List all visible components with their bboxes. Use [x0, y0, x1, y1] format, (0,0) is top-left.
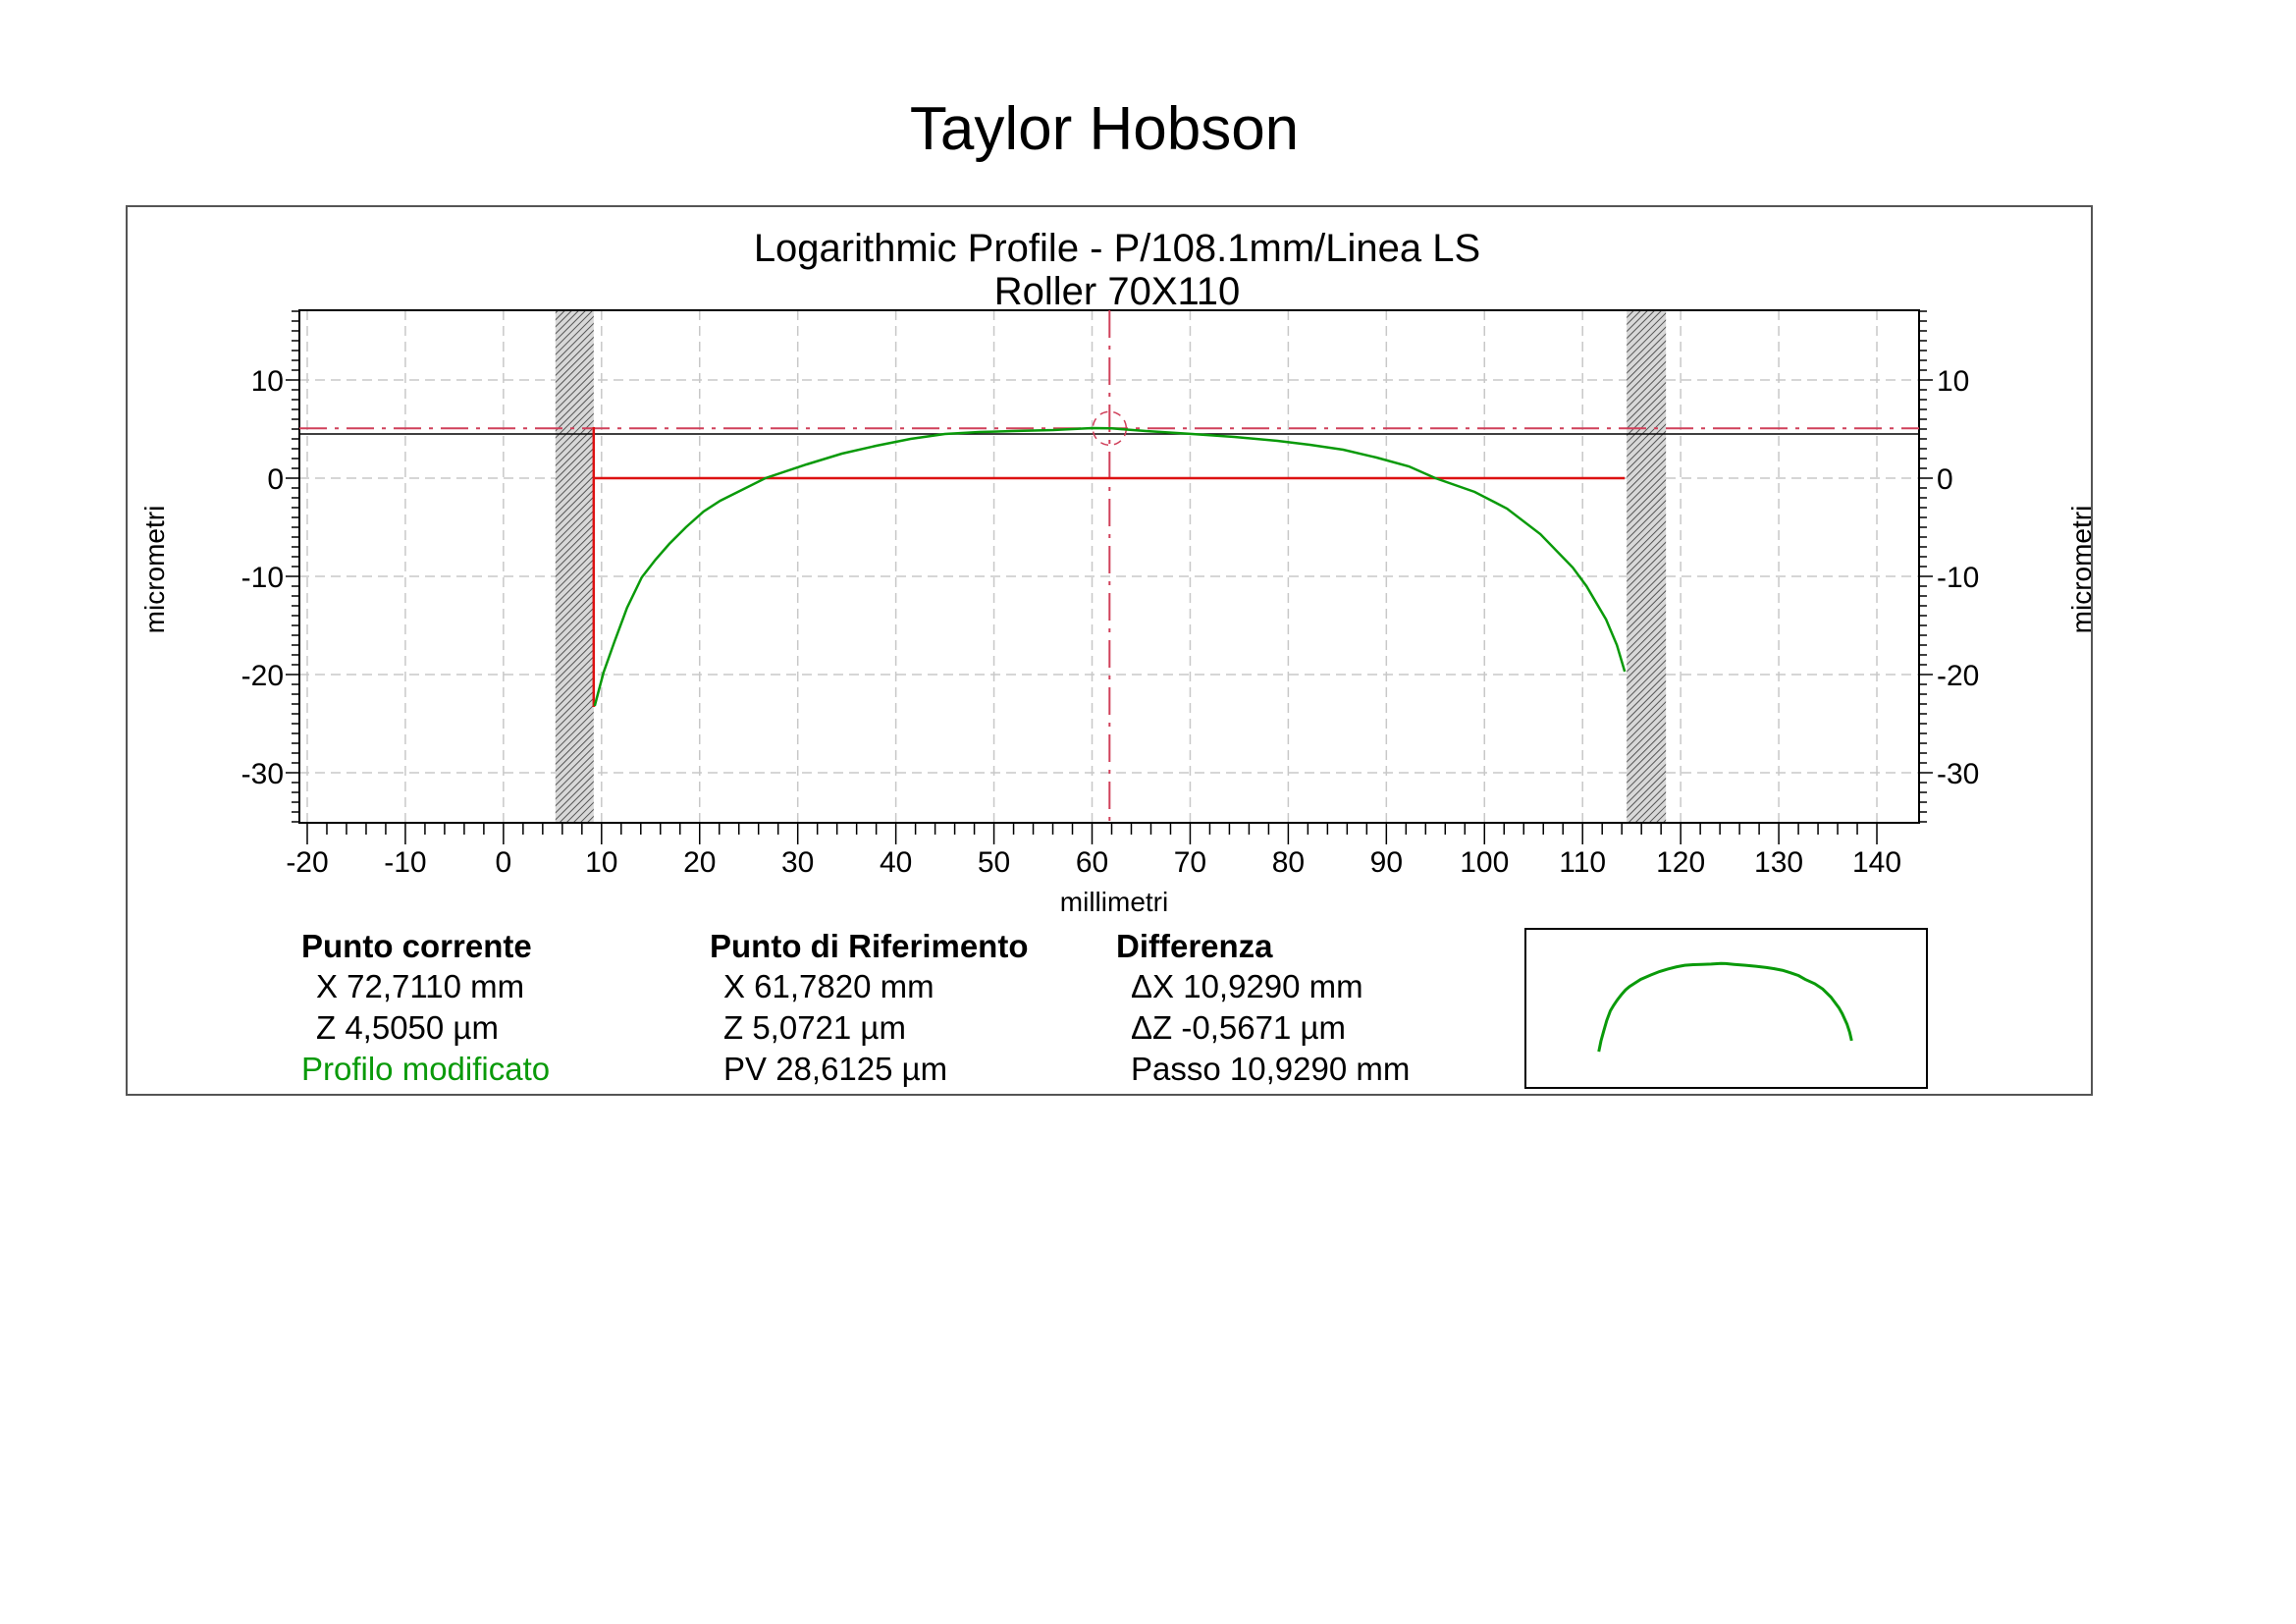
y-tick-label-left: -20 — [241, 660, 284, 692]
x-tick-label: -20 — [286, 846, 328, 879]
y-tick-label-left: -30 — [241, 758, 284, 790]
plot-area: -20 -10 0 10 20 30 40 50 60 70 80 90 100 110 120 130 140… — [241, 309, 1979, 879]
y-tick-label-right: 10 — [1937, 365, 1969, 398]
difference-heading: Differenza — [1116, 928, 1273, 964]
x-tick-label: 100 — [1460, 846, 1509, 879]
y-tick-label-left: 0 — [267, 463, 284, 496]
x-tick-label: 60 — [1076, 846, 1108, 879]
x-tick-label: 10 — [585, 846, 617, 879]
chart-title: Logarithmic Profile - P/108.1mm/Linea LS — [754, 227, 1480, 270]
x-axis-label: millimetri — [1060, 887, 1168, 917]
reference-pv: PV 28,6125 µm — [723, 1051, 947, 1087]
y-tick-label-right: -20 — [1937, 660, 1979, 692]
x-tick-label: 80 — [1272, 846, 1305, 879]
x-tick-label: 90 — [1370, 846, 1403, 879]
x-tick-label: 110 — [1559, 846, 1606, 879]
current-z: Z 4,5050 µm — [316, 1009, 499, 1046]
y-tick-label-right: 0 — [1937, 463, 1953, 496]
x-tick-label: 50 — [978, 846, 1010, 879]
chart-frame — [126, 205, 2093, 1096]
x-tick-label: 140 — [1852, 846, 1901, 879]
difference-panel: Differenza ΔX 10,9290 mm ΔZ -0,5671 µm P… — [1116, 928, 1410, 1087]
y-tick-label-right: -30 — [1937, 758, 1979, 790]
overview-profile-line — [1597, 961, 1853, 1053]
difference-step: Passo 10,9290 mm — [1131, 1051, 1410, 1087]
y-axis-label-left: micrometri — [139, 506, 170, 634]
difference-dz: ΔZ -0,5671 µm — [1131, 1009, 1346, 1046]
profile-mode[interactable]: Profilo modificato — [301, 1051, 550, 1087]
x-tick-label: 40 — [880, 846, 912, 879]
y-tick-label-left: -10 — [241, 562, 284, 594]
excluded-zone-hatch — [1627, 310, 1667, 823]
x-tick-label: 130 — [1754, 846, 1803, 879]
y-axis-label-right: micrometri — [2066, 506, 2097, 634]
current-heading: Punto corrente — [301, 928, 532, 964]
reference-point-panel: Punto di Riferimento X 61,7820 mm Z 5,07… — [710, 928, 1029, 1087]
y-tick-label-left: 10 — [251, 365, 284, 398]
difference-dx: ΔX 10,9290 mm — [1131, 968, 1363, 1004]
x-tick-label: 70 — [1174, 846, 1206, 879]
x-tick-label: 120 — [1656, 846, 1705, 879]
x-tick-label: -10 — [384, 846, 426, 879]
x-tick-label: 20 — [683, 846, 716, 879]
profile-line — [593, 426, 1627, 707]
current-x: X 72,7110 mm — [316, 968, 524, 1004]
reference-z: Z 5,0721 µm — [723, 1009, 906, 1046]
x-tick-label: 0 — [496, 846, 512, 879]
brand-title: Taylor Hobson — [910, 95, 1299, 163]
excluded-zone-hatch — [555, 310, 594, 823]
chart-subtitle: Roller 70X110 — [994, 270, 1241, 313]
y-tick-label-right: -10 — [1937, 562, 1979, 594]
overview-thumbnail[interactable] — [1524, 928, 1928, 1089]
x-tick-label: 30 — [781, 846, 814, 879]
current-point-panel: Punto corrente X 72,7110 mm Z 4,5050 µm … — [301, 928, 550, 1087]
reference-x: X 61,7820 mm — [723, 968, 934, 1004]
reference-heading: Punto di Riferimento — [710, 928, 1029, 964]
